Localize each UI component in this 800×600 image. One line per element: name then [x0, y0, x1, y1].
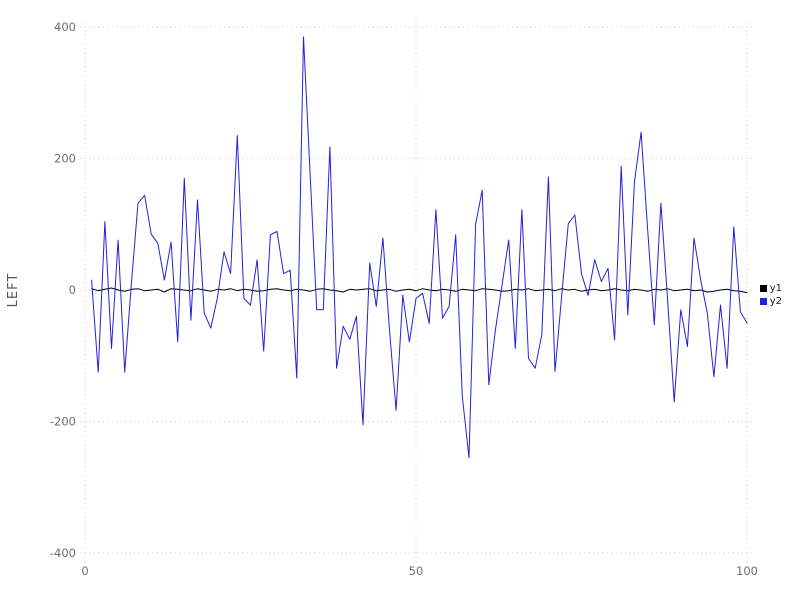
- y-tick-label: 0: [69, 283, 76, 297]
- x-tick-label: 50: [409, 564, 424, 578]
- legend-label-y2: y2: [769, 296, 782, 307]
- x-tick-label: 100: [736, 564, 758, 578]
- series-line-y1: [91, 287, 748, 294]
- series-line-y2: [91, 36, 748, 459]
- legend: y1 y2: [759, 283, 782, 307]
- y-tick-label: 200: [54, 152, 76, 166]
- x-tick-label: 0: [81, 564, 88, 578]
- legend-item-y1: y1: [759, 283, 782, 294]
- y2-swatch-icon: [759, 298, 767, 305]
- y1-swatch-icon: [759, 285, 767, 292]
- legend-item-y2: y2: [759, 296, 782, 307]
- y-tick-label: -400: [50, 546, 76, 560]
- y-tick-label: -200: [50, 415, 76, 429]
- y-tick-label: 400: [54, 20, 76, 34]
- y-axis-label: LEFT: [6, 272, 21, 308]
- legend-label-y1: y1: [769, 283, 782, 294]
